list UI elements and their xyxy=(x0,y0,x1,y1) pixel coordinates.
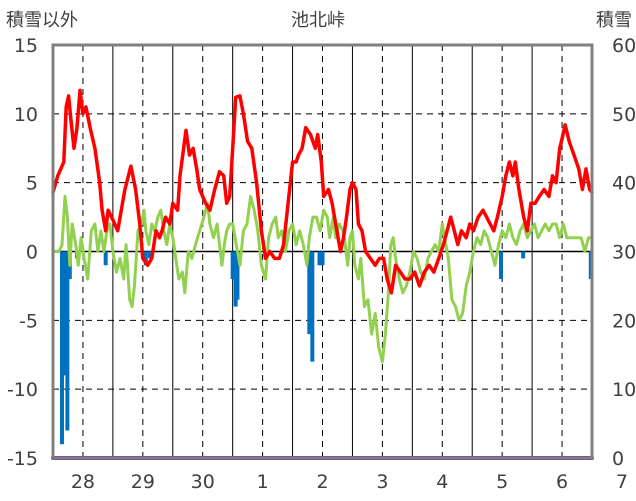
precipitation-bar xyxy=(62,251,67,376)
precipitation-bar xyxy=(521,251,526,259)
right-tick-label: 0 xyxy=(612,448,624,470)
temperature-line xyxy=(51,88,594,295)
precipitation-bar xyxy=(317,251,322,266)
x-tick-label: 2 xyxy=(316,471,328,493)
left-axis-title: 積雪以外 xyxy=(6,10,78,31)
right-tick-label: 20 xyxy=(612,310,636,332)
plot-frame xyxy=(51,43,594,460)
precipitation-bar xyxy=(148,251,153,259)
right-tick-label: 10 xyxy=(612,379,636,401)
precipitation-bar xyxy=(59,251,64,445)
x-tick-label: 7 xyxy=(616,471,628,493)
x-tick-label: 30 xyxy=(191,471,215,493)
x-tick-label: 6 xyxy=(556,471,568,493)
x-axis-ticks: 28 29 30 1 2 3 4 5 6 7 xyxy=(71,471,628,493)
precipitation-bar xyxy=(307,251,312,335)
right-axis-ticks: 60 50 40 30 20 10 0 xyxy=(612,35,636,470)
precipitation-bar xyxy=(320,251,325,266)
x-tick-label: 1 xyxy=(257,471,269,493)
left-axis-ticks: 15 10 5 0 -5 -10 -15 xyxy=(7,35,38,470)
x-tick-label: 28 xyxy=(71,471,95,493)
precipitation-bar xyxy=(143,251,148,266)
left-tick-label: -15 xyxy=(7,448,38,470)
precipitation-bar xyxy=(65,251,70,431)
left-tick-label: -5 xyxy=(19,310,38,332)
right-tick-label: 30 xyxy=(612,242,636,264)
x-tick-label: 5 xyxy=(496,471,508,493)
precipitation-bar xyxy=(498,251,503,280)
precipitation-bar xyxy=(103,251,108,266)
grid xyxy=(53,45,593,458)
right-tick-label: 40 xyxy=(612,173,636,195)
x-tick-label: 29 xyxy=(131,471,155,493)
x-tick-label: 3 xyxy=(376,471,388,493)
chart-title: 池北峠 xyxy=(291,10,345,31)
precipitation-bar xyxy=(235,251,240,300)
right-tick-label: 50 xyxy=(612,104,636,126)
left-tick-label: 10 xyxy=(14,104,38,126)
left-tick-label: 0 xyxy=(26,242,38,264)
precipitation-bar xyxy=(310,251,315,362)
right-axis-title: 積雪 xyxy=(596,10,632,31)
left-tick-label: 15 xyxy=(14,35,38,57)
left-tick-label: -10 xyxy=(7,379,38,401)
x-tick-label: 4 xyxy=(436,471,448,493)
left-tick-label: 5 xyxy=(26,173,38,195)
precipitation-bar xyxy=(230,251,235,280)
right-tick-label: 60 xyxy=(612,35,636,57)
